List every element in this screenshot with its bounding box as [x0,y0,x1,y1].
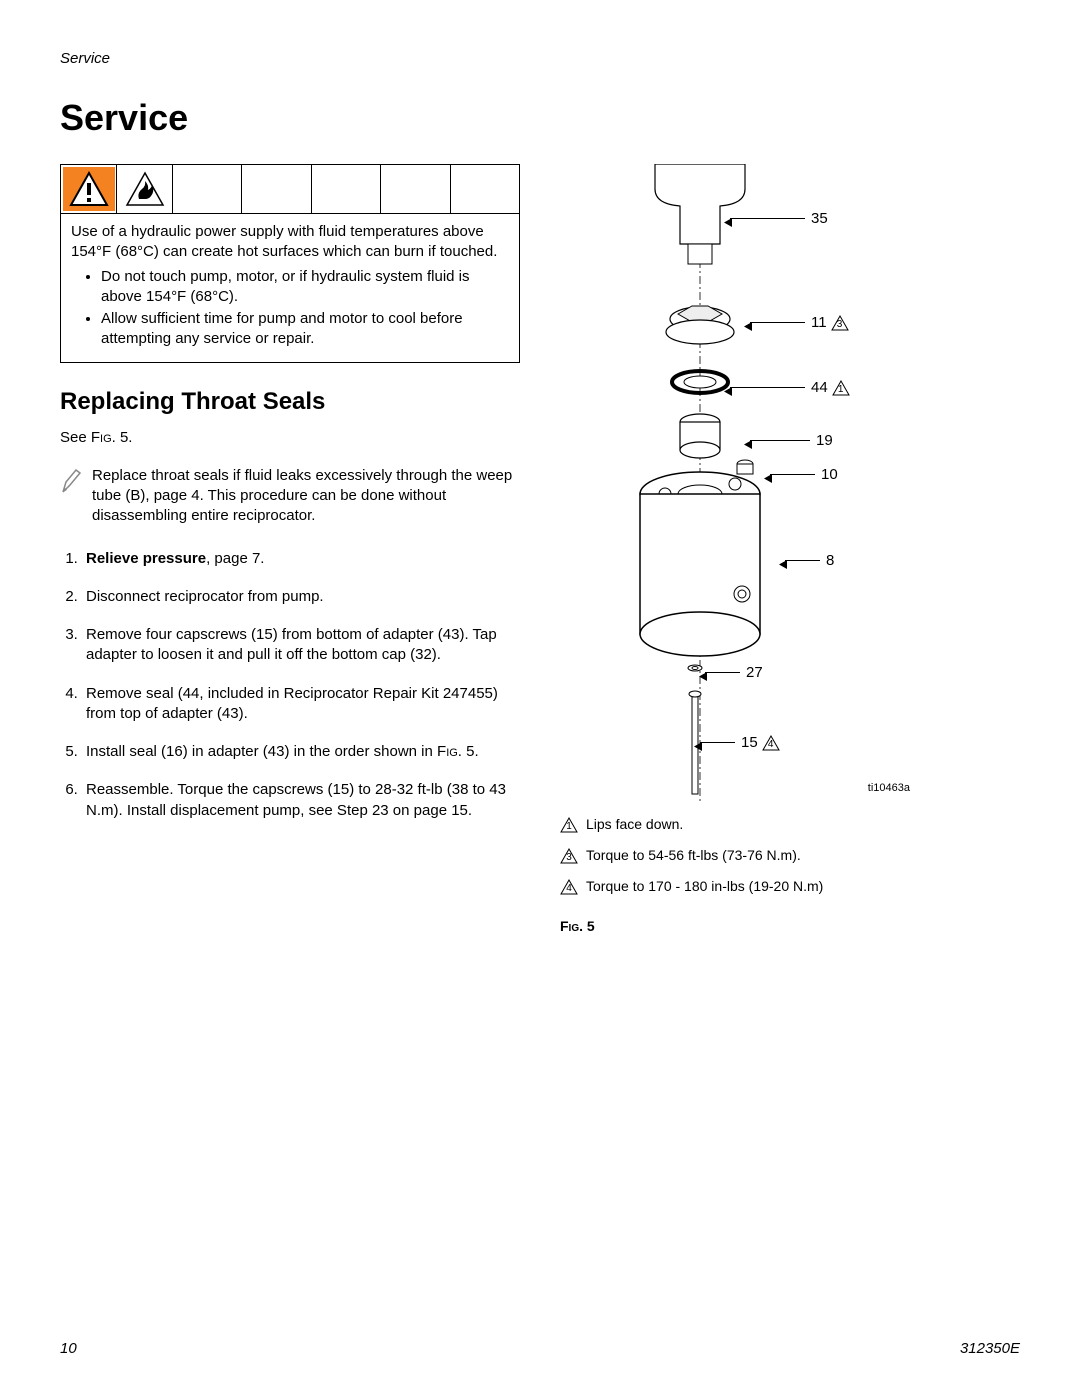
figure-note-row: 1 Lips face down. [560,812,1020,837]
note-text: Replace throat seals if fluid leaks exce… [92,466,520,527]
warning-bullet: Allow sufficient time for pump and motor… [101,309,509,350]
pencil-icon [60,466,84,527]
warning-empty-cell [381,165,450,213]
note-block: Replace throat seals if fluid leaks exce… [60,466,520,527]
columns: Use of a hydraulic power supply with flu… [60,164,1020,934]
callout-label: 35 [811,210,828,227]
callout-leader [705,672,740,673]
triangle-note-icon: 4 [762,735,780,751]
step-rest: , page 7. [206,550,264,567]
see-fig-line: See Fig. 5. [60,428,520,448]
page-number: 10 [60,1340,77,1357]
warning-header [61,165,519,214]
callout-leader [730,387,805,388]
triangle-note-icon: 3 [831,315,849,331]
callout-arrowhead [724,214,732,232]
step-item: Disconnect reciprocator from pump. [82,587,520,607]
figure-note-text: Torque to 54-56 ft-lbs (73-76 N.m). [586,843,801,868]
step-item: Remove seal (44, included in Reciprocato… [82,684,520,725]
warning-bullets: Do not touch pump, motor, or if hydrauli… [101,267,509,350]
step-item: Install seal (16) in adapter (43) in the… [82,742,520,762]
warning-text: Use of a hydraulic power supply with flu… [71,222,509,263]
page-title: Service [60,97,1020,139]
callout-leader [700,742,735,743]
callout-label: 441 [811,379,850,396]
callout-arrowhead [779,556,787,574]
step-item: Reassemble. Torque the capscrews (15) to… [82,780,520,821]
callout-label: 113 [811,314,849,331]
step-bold: Relieve pressure [86,550,206,567]
callout-label: 8 [826,552,834,569]
warning-icon-cell [61,165,117,213]
figure-note-text: Lips face down. [586,812,683,837]
fig-ref: Fig. 5. [437,743,479,760]
warning-empty-cell [451,165,519,213]
triangle-note-icon: 1 [832,380,850,396]
page: Service Service [0,0,1080,1397]
callout-arrowhead [724,383,732,401]
warning-box: Use of a hydraulic power supply with flu… [60,164,520,363]
fig-ref: Fig. 5. [91,429,133,446]
diagram-svg [600,164,900,804]
see-fig-text: See [60,429,91,446]
running-header: Service [60,50,1020,67]
callout-leader [770,474,815,475]
step-item: Relieve pressure, page 7. [82,549,520,569]
hot-surface-icon [123,169,167,209]
figure-notes: 1 Lips face down. 3 Torque to 54-56 ft-l… [560,812,1020,900]
warning-empty-cell [173,165,242,213]
hot-surface-icon-cell [117,165,173,213]
figure-note-row: 3 Torque to 54-56 ft-lbs (73-76 N.m). [560,843,1020,868]
steps-list: Relieve pressure, page 7. Disconnect rec… [60,549,520,821]
callout-leader [785,560,820,561]
page-footer: 10 312350E [60,1340,1020,1357]
callout-arrowhead [744,318,752,336]
callout-arrowhead [744,436,752,454]
section-heading: Replacing Throat Seals [60,388,520,416]
callout-leader [750,440,810,441]
warning-triangle-icon [63,167,115,211]
warning-empty-cell [312,165,381,213]
figure-id-label: ti10463a [868,782,910,794]
step-item: Remove four capscrews (15) from bottom o… [82,625,520,666]
callout-label: 27 [746,664,763,681]
triangle-note-icon: 1 [560,817,578,833]
triangle-note-icon: 4 [560,879,578,895]
right-column: 351134411910827154 ti10463a 1 Lips face … [560,164,1020,934]
doc-number: 312350E [960,1340,1020,1357]
figure-caption: Fig. 5 [560,918,1020,934]
callout-leader [730,218,805,219]
exploded-diagram: 351134411910827154 ti10463a [600,164,900,804]
callout-leader [750,322,805,323]
warning-empty-cell [242,165,311,213]
figure-note-row: 4 Torque to 170 - 180 in-lbs (19-20 N.m) [560,874,1020,899]
callout-label: 10 [821,466,838,483]
figure-note-text: Torque to 170 - 180 in-lbs (19-20 N.m) [586,874,823,899]
callout-label: 154 [741,734,780,751]
left-column: Use of a hydraulic power supply with flu… [60,164,520,934]
callout-arrowhead [764,470,772,488]
callout-arrowhead [694,738,702,756]
warning-body: Use of a hydraulic power supply with flu… [61,214,519,362]
callout-label: 19 [816,432,833,449]
triangle-note-icon: 3 [560,848,578,864]
callout-arrowhead [699,668,707,686]
warning-bullet: Do not touch pump, motor, or if hydrauli… [101,267,509,308]
step-text: Install seal (16) in adapter (43) in the… [86,743,437,760]
